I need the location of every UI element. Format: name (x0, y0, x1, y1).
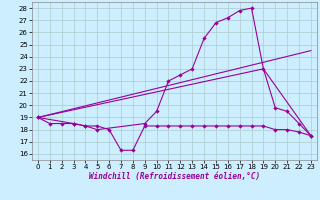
X-axis label: Windchill (Refroidissement éolien,°C): Windchill (Refroidissement éolien,°C) (89, 172, 260, 181)
